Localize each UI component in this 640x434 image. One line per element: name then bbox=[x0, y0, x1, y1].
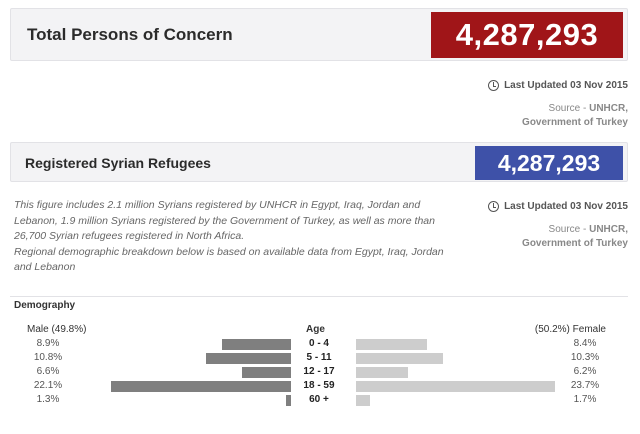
male-percent: 1.3% bbox=[36, 394, 60, 405]
source-name: UNHCR, Government of Turkey bbox=[522, 103, 628, 128]
description-note: Regional demographic breakdown below is … bbox=[14, 245, 444, 274]
description-text: This figure includes 2.1 million Syrians… bbox=[14, 199, 435, 242]
source-prefix: Source - bbox=[548, 103, 590, 114]
male-header: Male (49.8%) bbox=[27, 324, 87, 335]
source-prefix: Source - bbox=[548, 224, 590, 235]
male-percent: 8.9% bbox=[36, 338, 60, 349]
female-bar bbox=[356, 367, 409, 378]
female-bar bbox=[356, 381, 556, 392]
male-bar bbox=[111, 381, 297, 392]
clock-icon bbox=[488, 80, 500, 91]
male-bar bbox=[206, 353, 297, 364]
total-persons-label: Total Persons of Concern bbox=[27, 25, 233, 44]
female-bar bbox=[356, 339, 427, 350]
male-percent: 22.1% bbox=[33, 380, 63, 391]
total-persons-header: Total Persons of Concern 4,287,293 bbox=[10, 8, 628, 61]
female-percent: 6.2% bbox=[573, 366, 597, 377]
female-percent: 8.4% bbox=[573, 338, 597, 349]
last-updated-text: Last Updated 03 Nov 2015 bbox=[504, 80, 628, 91]
demography-row: 1.3% 60 + 1.7% bbox=[10, 394, 628, 407]
female-header: (50.2%) Female bbox=[534, 324, 606, 335]
demography-section: Demography Male (49.8%) Age (50.2%) Fema… bbox=[10, 296, 628, 412]
description: This figure includes 2.1 million Syrians… bbox=[14, 198, 454, 276]
female-percent: 10.3% bbox=[570, 352, 600, 363]
age-group-label: 18 - 59 bbox=[291, 380, 347, 393]
age-group-label: 60 + bbox=[291, 394, 347, 407]
syrian-meta: Last Updated 03 Nov 2015 Source - UNHCR,… bbox=[488, 201, 628, 251]
demography-title: Demography bbox=[14, 300, 76, 311]
total-meta: Last Updated 03 Nov 2015 Source - UNHCR,… bbox=[488, 80, 628, 130]
male-bar bbox=[222, 339, 297, 350]
demography-row: 6.6% 12 - 17 6.2% bbox=[10, 366, 628, 379]
female-bar bbox=[356, 395, 371, 406]
demography-row: 22.1% 18 - 59 23.7% bbox=[10, 380, 628, 393]
female-bar bbox=[356, 353, 443, 364]
female-percent: 23.7% bbox=[570, 380, 600, 391]
last-updated: Last Updated 03 Nov 2015 bbox=[488, 80, 628, 91]
last-updated: Last Updated 03 Nov 2015 bbox=[488, 201, 628, 212]
clock-icon bbox=[488, 201, 500, 212]
syrian-refugees-label: Registered Syrian Refugees bbox=[25, 155, 211, 171]
male-percent: 6.6% bbox=[36, 366, 60, 377]
source-text: Source - UNHCR, Government of Turkey bbox=[488, 102, 628, 130]
source-text: Source - UNHCR, Government of Turkey bbox=[488, 223, 628, 251]
age-header: Age bbox=[306, 324, 325, 335]
age-group-label: 12 - 17 bbox=[291, 366, 347, 379]
syrian-refugees-value: 4,287,293 bbox=[475, 146, 623, 180]
source-name: UNHCR, Government of Turkey bbox=[522, 224, 628, 249]
total-persons-value: 4,287,293 bbox=[431, 12, 623, 58]
demography-row: 10.8% 5 - 11 10.3% bbox=[10, 352, 628, 365]
demography-row: 8.9% 0 - 4 8.4% bbox=[10, 338, 628, 351]
male-percent: 10.8% bbox=[33, 352, 63, 363]
male-bar bbox=[241, 367, 297, 378]
last-updated-text: Last Updated 03 Nov 2015 bbox=[504, 201, 628, 212]
syrian-refugees-header: Registered Syrian Refugees 4,287,293 bbox=[10, 142, 628, 182]
age-group-label: 0 - 4 bbox=[291, 338, 347, 351]
female-percent: 1.7% bbox=[573, 394, 597, 405]
age-group-label: 5 - 11 bbox=[291, 352, 347, 365]
